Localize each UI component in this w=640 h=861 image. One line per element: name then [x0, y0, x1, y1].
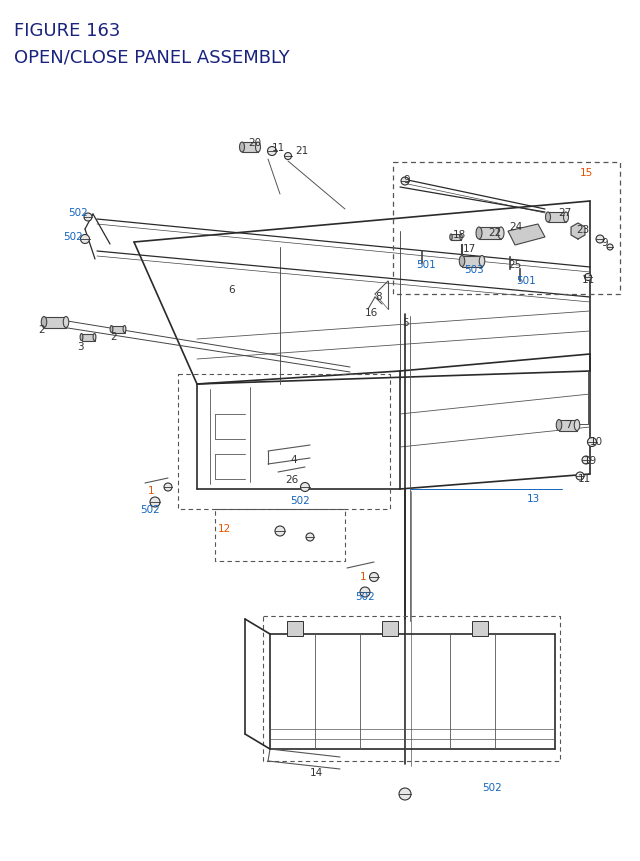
Bar	[44, 317, 66, 328]
Text: 1: 1	[360, 572, 367, 581]
Text: 23: 23	[576, 225, 589, 235]
Text: OPEN/CLOSE PANEL ASSEMBLY: OPEN/CLOSE PANEL ASSEMBLY	[14, 48, 290, 66]
Bar	[559, 420, 577, 431]
Bar	[451, 235, 461, 241]
Ellipse shape	[479, 257, 484, 267]
Text: 17: 17	[463, 244, 476, 254]
Text: 502: 502	[482, 782, 502, 792]
Ellipse shape	[498, 228, 504, 239]
Circle shape	[306, 533, 314, 542]
Text: 502: 502	[290, 495, 310, 505]
Text: 502: 502	[68, 208, 88, 218]
Text: 2: 2	[110, 331, 116, 342]
Circle shape	[84, 214, 92, 222]
Text: 502: 502	[355, 592, 375, 601]
Text: 13: 13	[527, 493, 540, 504]
Bar	[462, 257, 482, 267]
Circle shape	[399, 788, 411, 800]
Ellipse shape	[239, 143, 244, 152]
Text: 14: 14	[310, 767, 323, 777]
Circle shape	[268, 147, 276, 157]
Text: 7: 7	[565, 419, 572, 430]
Ellipse shape	[93, 334, 96, 341]
Circle shape	[369, 573, 378, 582]
Bar	[111, 326, 125, 333]
Text: 9: 9	[601, 238, 607, 248]
Text: 20: 20	[248, 138, 261, 148]
Text: 16: 16	[365, 307, 378, 318]
Ellipse shape	[545, 213, 550, 223]
Text: 3: 3	[77, 342, 84, 351]
Ellipse shape	[255, 143, 260, 152]
Bar	[472, 622, 488, 636]
Circle shape	[360, 587, 370, 598]
Circle shape	[301, 483, 310, 492]
Bar	[382, 622, 398, 636]
Ellipse shape	[556, 420, 562, 431]
Bar	[479, 228, 501, 239]
Circle shape	[582, 456, 590, 464]
Text: 19: 19	[584, 455, 597, 466]
Text: 503: 503	[464, 264, 484, 275]
Text: 1: 1	[148, 486, 155, 495]
Text: 501: 501	[416, 260, 436, 269]
Bar	[287, 622, 303, 636]
Circle shape	[607, 245, 613, 251]
Text: 2: 2	[38, 325, 45, 335]
Text: 502: 502	[140, 505, 160, 514]
Ellipse shape	[80, 334, 83, 341]
Text: FIGURE 163: FIGURE 163	[14, 22, 120, 40]
Ellipse shape	[63, 317, 68, 328]
Text: 11: 11	[272, 143, 285, 152]
Text: 12: 12	[218, 523, 231, 533]
Ellipse shape	[563, 213, 568, 223]
Text: 26: 26	[285, 474, 298, 485]
Text: 10: 10	[590, 437, 603, 447]
Circle shape	[596, 236, 604, 244]
Text: 24: 24	[509, 222, 522, 232]
Text: 18: 18	[453, 230, 467, 239]
Circle shape	[275, 526, 285, 536]
Circle shape	[285, 153, 291, 160]
Text: 21: 21	[295, 146, 308, 156]
Ellipse shape	[110, 326, 113, 333]
Text: 25: 25	[508, 260, 521, 269]
Ellipse shape	[450, 235, 452, 241]
Circle shape	[588, 438, 596, 447]
Text: 501: 501	[516, 276, 536, 286]
Circle shape	[401, 177, 409, 186]
Text: 9: 9	[403, 175, 410, 185]
Text: 502: 502	[63, 232, 83, 242]
Text: 22: 22	[488, 228, 501, 238]
Text: 8: 8	[375, 292, 381, 301]
Bar	[242, 143, 258, 152]
Ellipse shape	[574, 420, 580, 431]
Text: 6: 6	[228, 285, 235, 294]
Ellipse shape	[460, 235, 462, 241]
Text: 11: 11	[582, 275, 595, 285]
Text: 15: 15	[580, 168, 593, 177]
Polygon shape	[571, 224, 585, 239]
Text: 27: 27	[558, 208, 572, 218]
Circle shape	[576, 473, 584, 480]
Bar	[81, 334, 95, 341]
Circle shape	[584, 274, 591, 282]
Bar	[548, 213, 566, 223]
Ellipse shape	[41, 317, 47, 328]
Ellipse shape	[460, 257, 465, 267]
Circle shape	[150, 498, 160, 507]
Ellipse shape	[123, 326, 126, 333]
Text: 11: 11	[578, 474, 591, 483]
Ellipse shape	[476, 228, 482, 239]
Circle shape	[164, 483, 172, 492]
Circle shape	[81, 235, 90, 245]
Text: 4: 4	[290, 455, 296, 464]
Polygon shape	[508, 225, 545, 245]
Text: 5: 5	[402, 318, 408, 328]
